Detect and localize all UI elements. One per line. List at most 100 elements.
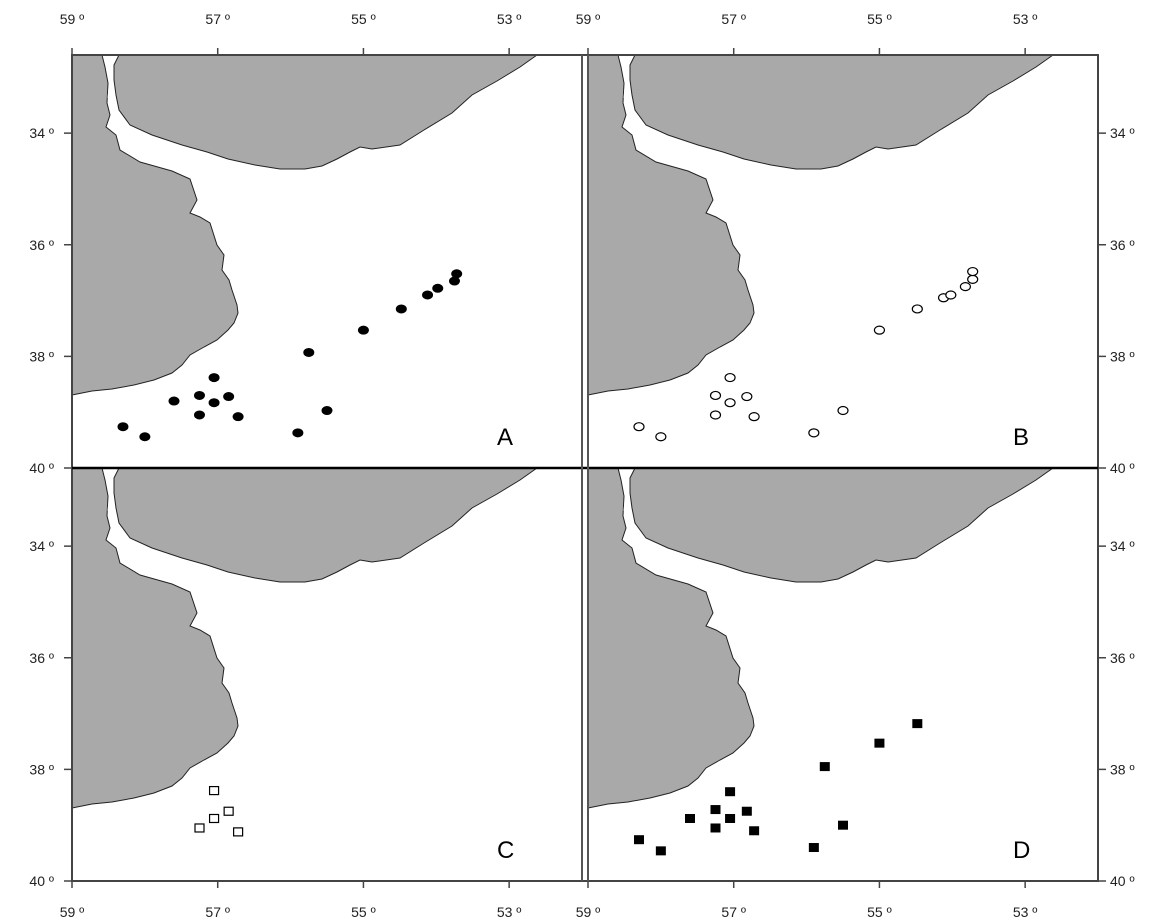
longitude-tick-label: 57 º	[721, 904, 746, 920]
station-marker	[837, 405, 849, 416]
latitude-tick-label: 38 º	[29, 348, 54, 364]
latitude-tick-label: 34 º	[1110, 125, 1135, 141]
station-marker	[874, 738, 885, 748]
station-marker	[873, 325, 886, 335]
longitude-tick-label: 55 º	[351, 11, 376, 27]
uruguay-brazil-land	[629, 54, 1055, 170]
station-marker	[967, 266, 979, 277]
station-marker	[451, 269, 463, 279]
station-marker	[321, 406, 333, 416]
uruguay-brazil-land	[629, 467, 1055, 583]
station-marker	[710, 805, 721, 815]
station-marker	[685, 813, 695, 823]
station-marker	[139, 432, 151, 442]
station-marker	[117, 422, 129, 432]
longitude-tick-label: 57 º	[721, 11, 746, 27]
station-marker	[633, 422, 645, 432]
latitude-tick-label: 38 º	[1110, 348, 1135, 364]
latitude-tick-label: 40 º	[1110, 460, 1135, 476]
longitude-tick-label: 57 º	[205, 11, 230, 27]
station-marker	[208, 373, 220, 383]
latitude-tick-label: 40 º	[29, 873, 54, 889]
longitude-tick-label: 55 º	[867, 904, 892, 920]
longitude-tick-label: 53 º	[1013, 904, 1038, 920]
latitude-tick-label: 36 º	[1110, 237, 1135, 253]
station-marker	[655, 846, 666, 856]
station-marker	[422, 290, 434, 300]
longitude-tick-label: 55 º	[351, 904, 376, 920]
latitude-tick-label: 38 º	[1110, 761, 1135, 777]
river-channel	[621, 472, 629, 512]
station-marker	[912, 719, 923, 729]
longitude-tick-label: 59 º	[576, 904, 601, 920]
station-marker	[819, 762, 830, 772]
map-panel-d: D	[587, 467, 1098, 881]
latitude-tick-label: 40 º	[29, 460, 54, 476]
river-channel	[105, 472, 113, 512]
latitude-tick-label: 38 º	[29, 761, 54, 777]
axis-labels-layer: 59 º 59 º 59 º 59 º 57 º 57 º 57 º 57 º 55 º 55 º…	[29, 11, 1134, 920]
frame-layer	[71, 54, 1099, 882]
station-marker	[709, 410, 722, 420]
station-marker	[194, 410, 205, 420]
uruguay-brazil-land	[113, 54, 539, 170]
longitude-tick-label: 55 º	[867, 11, 892, 27]
station-marker	[303, 347, 315, 357]
station-marker	[945, 290, 957, 300]
station-marker	[741, 391, 753, 402]
map-panel-a: A	[71, 54, 582, 468]
station-marker	[634, 835, 644, 845]
latitude-tick-label: 34 º	[29, 538, 54, 554]
station-marker	[655, 432, 667, 442]
longitude-tick-label: 59 º	[60, 11, 85, 27]
station-marker	[724, 398, 736, 408]
station-marker	[208, 785, 220, 796]
station-marker	[967, 274, 979, 284]
station-marker	[233, 827, 244, 837]
station-marker	[710, 823, 721, 833]
latitude-tick-label: 36 º	[29, 237, 54, 253]
station-marker	[208, 398, 220, 408]
station-marker	[741, 806, 752, 816]
argentina-land	[71, 467, 239, 809]
latitude-tick-label: 36 º	[29, 650, 54, 666]
station-marker	[725, 787, 736, 797]
station-marker	[749, 826, 760, 836]
station-marker	[959, 282, 972, 292]
panel-letter-d: D	[1013, 837, 1030, 864]
station-marker	[232, 412, 244, 422]
station-marker	[724, 372, 736, 383]
uruguay-brazil-land	[113, 467, 539, 583]
station-marker	[838, 820, 848, 830]
station-marker	[357, 325, 369, 335]
panels-layer: A B C D	[71, 54, 1098, 881]
station-marker	[168, 396, 180, 406]
station-marker	[223, 392, 235, 402]
station-marker	[194, 390, 205, 400]
latitude-tick-label: 34 º	[29, 125, 54, 141]
argentina-land	[587, 467, 755, 809]
station-marker	[748, 412, 760, 422]
map-panel-c: C	[71, 467, 582, 881]
station-marker	[449, 276, 460, 286]
longitude-tick-label: 59 º	[60, 904, 85, 920]
panel-letter-a: A	[497, 424, 513, 451]
station-marker	[911, 304, 923, 314]
argentina-land	[587, 54, 755, 396]
latitude-tick-label: 36 º	[1110, 650, 1135, 666]
station-marker	[808, 428, 820, 438]
station-marker	[292, 428, 304, 438]
station-marker	[725, 813, 736, 823]
latitude-tick-label: 34 º	[1110, 538, 1135, 554]
station-marker	[208, 813, 220, 824]
longitude-tick-label: 53 º	[497, 11, 522, 27]
longitude-tick-label: 57 º	[205, 904, 230, 920]
latitude-tick-label: 40 º	[1110, 873, 1135, 889]
river-channel	[105, 59, 113, 99]
station-marker	[395, 304, 407, 314]
panel-letter-c: C	[497, 837, 514, 864]
argentina-land	[71, 54, 239, 396]
map-panel-b: B	[587, 54, 1098, 468]
longitude-tick-label: 53 º	[497, 904, 522, 920]
